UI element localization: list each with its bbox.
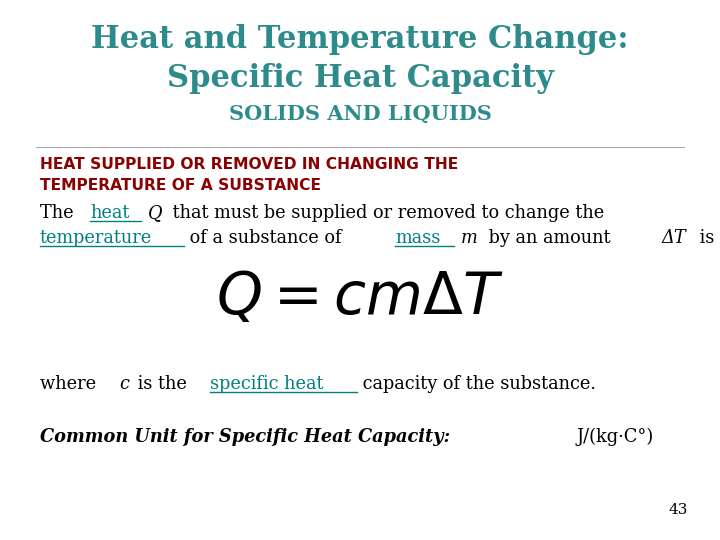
Text: that must be supplied or removed to change the: that must be supplied or removed to chan… — [167, 204, 604, 222]
Text: ΔT: ΔT — [662, 229, 686, 247]
Text: m: m — [461, 229, 478, 247]
Text: Specific Heat Capacity: Specific Heat Capacity — [166, 63, 554, 94]
Text: is the: is the — [132, 375, 193, 393]
Text: Common Unit for Specific Heat Capacity:: Common Unit for Specific Heat Capacity: — [40, 428, 456, 446]
Text: temperature: temperature — [40, 229, 152, 247]
Text: $Q = cm\Delta T$: $Q = cm\Delta T$ — [216, 270, 504, 327]
Text: by an amount: by an amount — [482, 229, 621, 247]
Text: HEAT SUPPLIED OR REMOVED IN CHANGING THE: HEAT SUPPLIED OR REMOVED IN CHANGING THE — [40, 157, 458, 172]
Text: TEMPERATURE OF A SUBSTANCE: TEMPERATURE OF A SUBSTANCE — [40, 178, 320, 193]
Text: c: c — [120, 375, 130, 393]
Text: where: where — [40, 375, 102, 393]
Text: mass: mass — [395, 229, 441, 247]
Text: Heat and Temperature Change:: Heat and Temperature Change: — [91, 24, 629, 55]
Text: The: The — [40, 204, 79, 222]
Text: specific heat: specific heat — [210, 375, 324, 393]
Text: Q: Q — [148, 204, 163, 222]
Text: capacity of the substance.: capacity of the substance. — [356, 375, 595, 393]
Text: heat: heat — [90, 204, 130, 222]
Text: 43: 43 — [668, 503, 688, 517]
Text: of a substance of: of a substance of — [184, 229, 348, 247]
Text: is: is — [693, 229, 714, 247]
Text: J/(kg·C°): J/(kg·C°) — [577, 428, 654, 447]
Text: SOLIDS AND LIQUIDS: SOLIDS AND LIQUIDS — [228, 104, 492, 124]
